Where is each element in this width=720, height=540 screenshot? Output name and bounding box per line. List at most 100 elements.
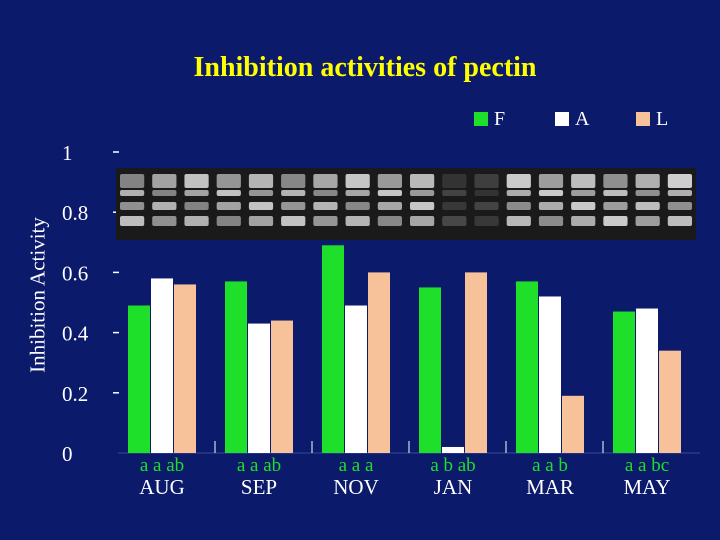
- gel-band: [506, 174, 531, 188]
- gel-band: [152, 202, 177, 210]
- gel-band: [442, 202, 467, 210]
- chart-title: Inhibition activities of pectin: [193, 52, 537, 83]
- bar-f-jan: [419, 287, 441, 453]
- significance-label: a a ab: [237, 455, 281, 476]
- bar-f-nov: [322, 245, 344, 453]
- gel-band: [120, 190, 145, 196]
- bar-l-nov: [368, 272, 390, 453]
- gel-band: [184, 190, 209, 196]
- gel-band: [442, 190, 467, 196]
- gel-band: [538, 216, 564, 226]
- significance-label: a a a: [339, 455, 374, 476]
- bar-a-sep: [248, 323, 270, 453]
- gel-band: [410, 216, 435, 226]
- gel-band: [377, 202, 402, 210]
- legend-item-a: A: [555, 108, 589, 130]
- gel-band: [281, 174, 306, 188]
- gel-band: [184, 216, 209, 226]
- bar-f-aug: [128, 305, 150, 453]
- bar-a-aug: [151, 278, 173, 453]
- significance-label: a b ab: [430, 455, 475, 476]
- gel-band: [635, 202, 660, 210]
- gel-band: [216, 190, 241, 196]
- gel-band: [345, 202, 370, 210]
- gel-band: [603, 216, 628, 226]
- y-tick-label: 0.8: [62, 201, 88, 225]
- gel-band: [120, 216, 145, 226]
- y-tick-label: 0.6: [62, 261, 88, 285]
- gel-band: [667, 202, 692, 210]
- gel-band: [635, 174, 660, 188]
- y-tick-label: 0.2: [62, 382, 88, 406]
- y-tick-label: 0.4: [62, 322, 89, 346]
- gel-band: [603, 202, 628, 210]
- bar-a-nov: [345, 305, 367, 453]
- y-tick-label: 0: [62, 442, 73, 466]
- bar-f-may: [613, 311, 635, 453]
- gel-band: [313, 174, 338, 188]
- gel-band: [474, 190, 499, 196]
- y-tick-label: 1: [62, 141, 73, 165]
- gel-band: [603, 190, 628, 196]
- gel-band: [667, 190, 692, 196]
- legend-label-f: F: [494, 107, 506, 130]
- significance-label: a a ab: [140, 455, 184, 476]
- gel-band: [667, 174, 692, 188]
- gel-band: [152, 216, 177, 226]
- gel-band: [281, 190, 306, 196]
- gel-band: [152, 174, 177, 188]
- gel-band: [120, 174, 145, 188]
- gel-band: [281, 216, 306, 226]
- bar-l-aug: [174, 284, 196, 453]
- bar-l-mar: [562, 395, 584, 453]
- legend-item-f: F: [474, 108, 505, 130]
- gel-band: [248, 202, 274, 210]
- bar-a-jan: [442, 446, 464, 453]
- gel-band: [377, 216, 402, 226]
- gel-band: [216, 202, 241, 210]
- legend-swatch-l: [636, 112, 650, 126]
- gel-band: [474, 202, 499, 210]
- gel-band: [506, 190, 531, 196]
- bar-l-jan: [465, 272, 487, 453]
- significance-label: a a b: [532, 455, 568, 476]
- gel-band: [635, 216, 660, 226]
- gel-band: [345, 174, 370, 188]
- legend-label-a: A: [575, 107, 590, 130]
- gel-band: [603, 174, 628, 188]
- gel-band: [216, 216, 241, 226]
- bar-l-sep: [271, 320, 293, 453]
- significance-label: a a bc: [625, 455, 669, 476]
- x-tick-label: MAR: [526, 475, 574, 499]
- gel-band: [281, 202, 306, 210]
- legend-label-l: L: [656, 107, 669, 130]
- gel-band: [410, 190, 435, 196]
- x-tick-label: NOV: [333, 475, 379, 499]
- x-tick-label: SEP: [241, 475, 277, 499]
- x-tick-label: AUG: [139, 475, 185, 499]
- gel-band: [377, 190, 402, 196]
- gel-band: [248, 174, 274, 188]
- gel-band: [248, 190, 274, 196]
- gel-band: [410, 174, 435, 188]
- gel-band: [506, 216, 531, 226]
- gel-band: [538, 190, 564, 196]
- gel-band: [184, 174, 209, 188]
- gel-band: [474, 216, 499, 226]
- gel-band: [313, 190, 338, 196]
- legend-swatch-a: [555, 112, 569, 126]
- gel-band: [538, 174, 564, 188]
- gel-band: [571, 216, 596, 226]
- gel-band: [410, 202, 435, 210]
- gel-band: [635, 190, 660, 196]
- bar-a-mar: [539, 296, 561, 453]
- gel-band: [442, 216, 467, 226]
- gel-band: [152, 190, 177, 196]
- gel-band: [571, 190, 596, 196]
- bar-f-mar: [516, 281, 538, 453]
- gel-band: [538, 202, 564, 210]
- bar-a-may: [636, 308, 658, 453]
- gel-band: [474, 174, 499, 188]
- gel-band: [377, 174, 402, 188]
